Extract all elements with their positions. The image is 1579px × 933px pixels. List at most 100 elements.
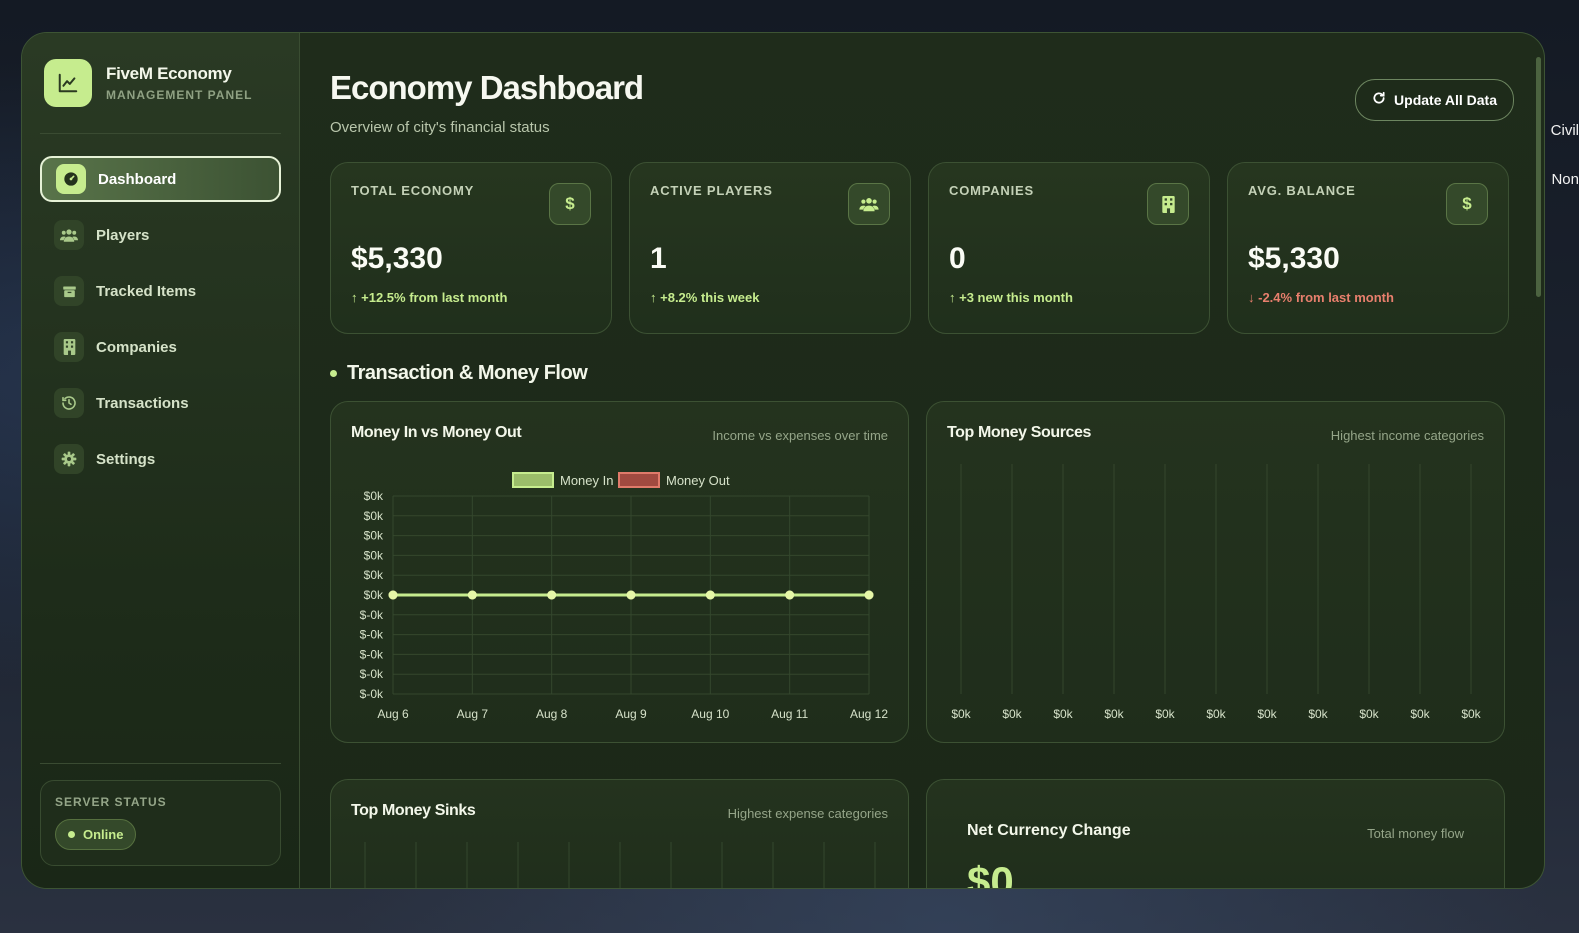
users-icon — [848, 183, 890, 225]
y-tick-label: $0k — [364, 509, 384, 523]
stat-card-active-players: ACTIVE PLAYERS 1 ↑ +8.2% this week — [629, 162, 911, 334]
page-subtitle: Overview of city's financial status — [330, 119, 550, 136]
stat-card-companies: COMPANIES 0 ↑ +3 new this month — [928, 162, 1210, 334]
sidebar-item-label: Tracked Items — [96, 282, 197, 300]
bullet-icon — [330, 370, 337, 377]
panel-subtitle: Highest income categories — [1330, 428, 1484, 443]
data-point — [864, 590, 874, 600]
stat-value: 1 — [650, 242, 667, 275]
sidebar-item-companies[interactable]: Companies — [40, 324, 281, 370]
y-tick-label: $-0k — [360, 687, 384, 701]
bottom-row: Top Money Sinks Highest expense categori… — [330, 779, 1514, 889]
chart-line-icon — [44, 59, 92, 107]
page-header: Economy Dashboard Overview of city's fin… — [330, 33, 1514, 136]
money-sinks-panel: Top Money Sinks Highest expense categori… — [330, 779, 909, 888]
money-sources-chart: $0k $0k $0k $0k $0k $0k $0k $0k $0k $0k $0k — [951, 464, 1482, 721]
stat-label: COMPANIES — [949, 183, 1034, 198]
section-title-label: Transaction & Money Flow — [347, 362, 588, 384]
stat-card-total-economy: TOTAL ECONOMY $ $5,330 ↑ +12.5% from las… — [330, 162, 612, 334]
legend-swatch — [618, 472, 660, 488]
x-tick-label: $0k — [1206, 707, 1226, 721]
net-currency-value: $0 — [967, 858, 1014, 889]
background-text: Non — [1551, 171, 1579, 188]
sidebar-item-transactions[interactable]: Transactions — [40, 380, 281, 426]
x-tick-label: $0k — [1002, 707, 1022, 721]
sidebar-nav: Dashboard Players Tracked Items Companie… — [22, 156, 299, 482]
gear-icon — [54, 444, 84, 474]
building-icon — [54, 332, 84, 362]
stat-change: +12.5% from last month — [361, 290, 508, 305]
y-tick-label: $-0k — [360, 628, 384, 642]
divider — [40, 133, 281, 134]
x-tick-label: Aug 9 — [615, 707, 647, 721]
x-tick-label: $0k — [1308, 707, 1328, 721]
x-tick-label: $0k — [1155, 707, 1175, 721]
data-point — [626, 590, 636, 600]
stat-card-avg-balance: AVG. BALANCE $ $5,330 ↓ -2.4% from last … — [1227, 162, 1509, 334]
y-tick-label: $0k — [364, 529, 384, 543]
arrow-up-icon: ↑ — [949, 290, 960, 305]
legend-swatch — [512, 472, 554, 488]
stats-row: TOTAL ECONOMY $ $5,330 ↑ +12.5% from las… — [330, 162, 1514, 334]
arrow-up-icon: ↑ — [650, 290, 661, 305]
money-flow-panel: Money In vs Money Out Income vs expenses… — [330, 401, 909, 743]
legend-item[interactable]: Money In — [512, 472, 613, 488]
stat-change: -2.4% from last month — [1258, 290, 1394, 305]
panel-title: Money In vs Money Out — [351, 424, 522, 441]
y-tick-label: $0k — [364, 548, 384, 562]
server-status-label: SERVER STATUS — [55, 795, 167, 809]
stat-value: 0 — [949, 242, 966, 275]
update-all-data-label: Update All Data — [1394, 92, 1497, 108]
x-tick-label: $0k — [1053, 707, 1073, 721]
x-tick-label: Aug 11 — [771, 707, 808, 721]
legend-label: Money In — [560, 473, 613, 488]
sidebar-item-label: Transactions — [96, 394, 189, 412]
data-point — [547, 590, 557, 600]
sidebar-item-tracked-items[interactable]: Tracked Items — [40, 268, 281, 314]
sidebar-item-settings[interactable]: Settings — [40, 436, 281, 482]
y-tick-label: $-0k — [360, 667, 384, 681]
y-tick-label: $0k — [364, 588, 384, 602]
server-status: SERVER STATUS Online — [40, 763, 281, 866]
sidebar-item-players[interactable]: Players — [40, 212, 281, 258]
server-status-card: SERVER STATUS Online — [40, 780, 281, 866]
arrow-down-icon: ↓ — [1248, 290, 1259, 305]
money-flow-chart: $0k $0k $0k $0k $0k $0k $-0k $-0k $-0k $-0k $-0k Au… — [360, 472, 888, 721]
refresh-icon — [1372, 91, 1386, 109]
x-tick-label: $0k — [1257, 707, 1277, 721]
brand-subtitle: MANAGEMENT PANEL — [106, 88, 253, 102]
sidebar-item-label: Settings — [96, 450, 156, 468]
panel-title: Net Currency Change — [967, 822, 1131, 839]
scrollbar[interactable] — [1536, 57, 1541, 297]
dollar-icon: $ — [1446, 183, 1488, 225]
main-content: Economy Dashboard Overview of city's fin… — [300, 33, 1544, 888]
data-point — [388, 590, 398, 600]
panel-title: Top Money Sources — [947, 424, 1092, 441]
x-tick-label: $0k — [1461, 707, 1481, 721]
x-tick-label: $0k — [951, 707, 971, 721]
x-tick-label: Aug 6 — [377, 707, 409, 721]
stat-value: $5,330 — [1248, 242, 1340, 275]
status-badge: Online — [55, 819, 137, 850]
panel-subtitle: Income vs expenses over time — [712, 428, 888, 443]
update-all-data-button[interactable]: Update All Data — [1355, 79, 1514, 121]
money-sources-panel: Top Money Sources Highest income categor… — [926, 401, 1505, 743]
x-tick-label: Aug 12 — [850, 707, 888, 721]
gauge-icon — [56, 164, 86, 194]
stat-label: AVG. BALANCE — [1248, 183, 1356, 198]
app-window: FiveM Economy MANAGEMENT PANEL Dashboard… — [21, 32, 1545, 889]
panel-title: Top Money Sinks — [351, 802, 476, 819]
stat-change: +8.2% this week — [660, 290, 760, 305]
x-tick-label: Aug 10 — [691, 707, 729, 721]
x-tick-label: $0k — [1410, 707, 1430, 721]
data-point — [705, 590, 715, 600]
y-tick-label: $-0k — [360, 647, 384, 661]
stat-label: ACTIVE PLAYERS — [650, 183, 773, 198]
legend-item[interactable]: Money Out — [618, 472, 730, 488]
y-tick-label: $-0k — [360, 608, 384, 622]
x-tick-label: Aug 7 — [457, 707, 489, 721]
sidebar-item-dashboard[interactable]: Dashboard — [40, 156, 281, 202]
data-point — [467, 590, 477, 600]
users-icon — [54, 220, 84, 250]
stat-value: $5,330 — [351, 242, 443, 275]
